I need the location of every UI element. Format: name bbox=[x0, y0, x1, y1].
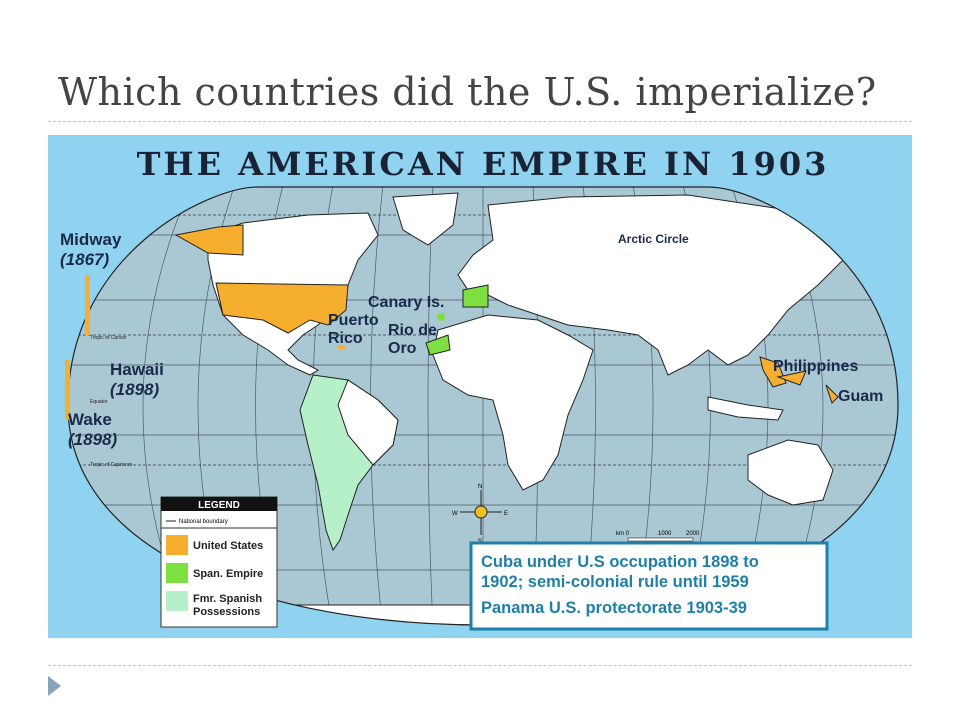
wake-marker bbox=[65, 360, 70, 420]
compass-w: W bbox=[452, 511, 458, 517]
slide-title: Which countries did the U.S. imperialize… bbox=[58, 70, 877, 114]
scale-unit: km 0 bbox=[616, 531, 630, 537]
note-line-3: Panama U.S. protectorate 1903-39 bbox=[481, 599, 747, 617]
scale-max: 2000 bbox=[686, 531, 700, 537]
label-equator: Equator bbox=[90, 399, 108, 405]
scale-mid: 1000 bbox=[658, 531, 672, 537]
bullet-triangle-icon bbox=[48, 676, 61, 696]
label-hawaii: Hawaii bbox=[110, 360, 164, 379]
legend-swatch-us bbox=[166, 535, 188, 555]
legend-former-1: Fmr. Spanish bbox=[193, 593, 262, 605]
label-wake-year: (1898) bbox=[68, 430, 117, 449]
legend-title: LEGEND bbox=[198, 500, 240, 511]
united-states-territory bbox=[215, 282, 349, 334]
label-puerto: Puerto bbox=[328, 312, 379, 329]
note-line-1: Cuba under U.S occupation 1898 to bbox=[481, 553, 759, 571]
empire-map: THE AMERICAN EMPIRE IN 1903 bbox=[48, 135, 912, 638]
guam-territory bbox=[825, 384, 839, 404]
label-arctic-circle: Arctic Circle bbox=[618, 232, 689, 246]
legend-us: United States bbox=[193, 540, 263, 552]
rio-de-oro-territory bbox=[425, 334, 451, 356]
label-tropic-capricorn: Tropic of Capricorn bbox=[90, 462, 133, 468]
label-rio: Rio de bbox=[388, 322, 437, 339]
africa bbox=[432, 314, 594, 491]
title-divider bbox=[48, 121, 912, 122]
legend-swatch-former bbox=[166, 591, 188, 611]
label-canary: Canary Is. bbox=[368, 294, 444, 311]
label-guam: Guam bbox=[838, 388, 883, 405]
footer-divider bbox=[48, 665, 912, 666]
note-line-2: 1902; semi-colonial rule until 1959 bbox=[481, 573, 749, 591]
spain-territory bbox=[462, 284, 489, 308]
map-title: THE AMERICAN EMPIRE IN 1903 bbox=[137, 145, 830, 183]
australia bbox=[747, 439, 834, 506]
compass-e: E bbox=[504, 511, 508, 517]
label-tropic-cancer: Tropic of Cancer bbox=[90, 335, 127, 341]
label-midway-year: (1867) bbox=[60, 250, 109, 269]
label-philippines: Philippines bbox=[773, 358, 858, 375]
label-wake: Wake bbox=[68, 410, 112, 429]
label-oro: Oro bbox=[388, 340, 417, 357]
label-hawaii-year: (1898) bbox=[110, 380, 159, 399]
map-legend: LEGEND National boundary United States S… bbox=[160, 496, 278, 628]
philippines-territory bbox=[759, 356, 787, 388]
greenland bbox=[392, 192, 459, 246]
canary-islands-marker bbox=[437, 313, 445, 321]
scale-bar: km 0 1000 2000 bbox=[616, 531, 700, 542]
midway-marker bbox=[85, 275, 90, 335]
note-box: Cuba under U.S occupation 1898 to 1902; … bbox=[469, 541, 829, 631]
compass-n: N bbox=[478, 484, 482, 490]
label-midway: Midway bbox=[60, 230, 122, 249]
philippines-islands bbox=[776, 370, 807, 386]
label-rico: Rico bbox=[328, 330, 363, 347]
legend-boundary: National boundary bbox=[179, 519, 228, 525]
legend-swatch-span bbox=[166, 563, 188, 583]
alaska-territory bbox=[174, 224, 244, 256]
brazil bbox=[337, 379, 399, 466]
puerto-rico-territory bbox=[338, 345, 346, 349]
legend-former-2: Possessions bbox=[193, 606, 260, 618]
legend-span: Span. Empire bbox=[193, 568, 263, 580]
indonesia bbox=[707, 396, 784, 421]
